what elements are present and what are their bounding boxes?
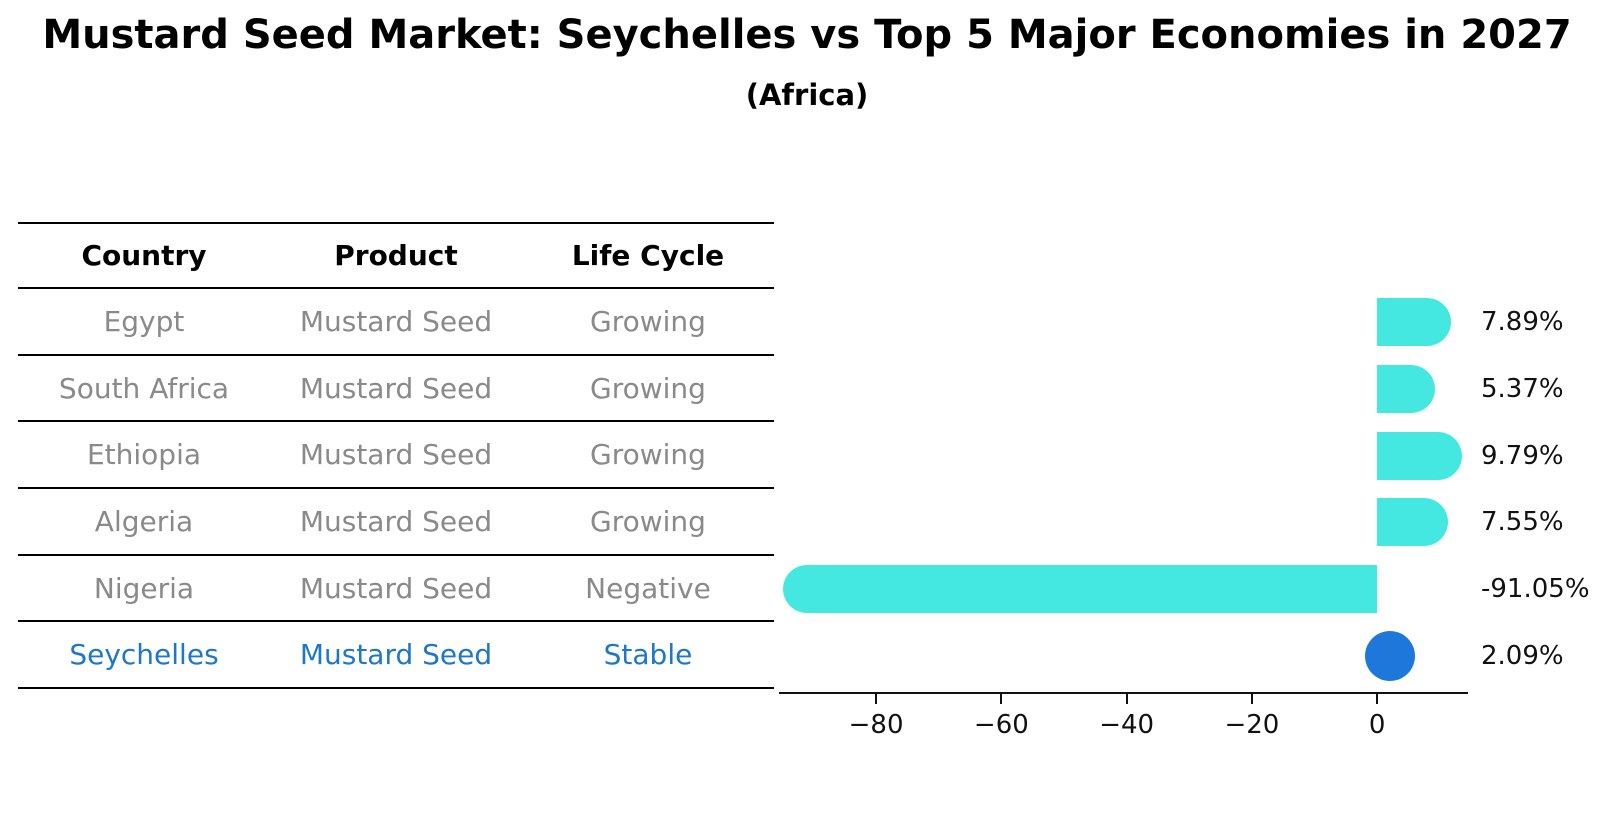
lifecycle-cell: Growing	[590, 438, 706, 472]
table-header-row: Country Product Life Cycle	[18, 222, 774, 289]
lifecycle-cell: Negative	[585, 571, 711, 605]
chart-subtitle: (Africa)	[745, 78, 869, 112]
table-row: Ethiopia Mustard Seed Growing	[18, 422, 774, 490]
x-axis-line	[779, 692, 1468, 694]
value-label: 5.37%	[1481, 374, 1564, 405]
product-column-header: Product	[334, 239, 458, 272]
product-cell: Mustard Seed	[299, 571, 493, 605]
lifecycle-cell: Growing	[590, 304, 706, 338]
lifecycle-cell: Stable	[603, 638, 693, 672]
table-row: Algeria Mustard Seed Growing	[18, 489, 774, 556]
value-label: -91.05%	[1481, 574, 1590, 605]
country-cell: South Africa	[58, 371, 230, 405]
lifecycle-cell: Growing	[590, 504, 706, 538]
x-tick	[875, 694, 878, 704]
x-tick-label: 0	[1368, 710, 1386, 740]
x-tick	[1000, 694, 1003, 704]
bar-south-africa	[1377, 365, 1435, 414]
country-column-header: Country	[81, 239, 207, 272]
x-tick-label: −60	[973, 710, 1029, 740]
table-body: Egypt Mustard Seed Growing South Africa Must…	[18, 289, 774, 690]
bar-nigeria	[782, 565, 1378, 614]
x-tick-label: −40	[1099, 710, 1155, 740]
x-tick	[1125, 694, 1128, 704]
bar-egypt	[1377, 298, 1451, 347]
country-cell: Algeria	[94, 504, 194, 538]
table-row: Egypt Mustard Seed Growing	[18, 289, 774, 356]
chart-title: Mustard Seed Market: Seychelles vs Top 5…	[42, 12, 1572, 58]
bar-algeria	[1377, 498, 1449, 547]
lifecycle-cell: Growing	[590, 371, 706, 405]
value-label: 7.55%	[1481, 507, 1564, 538]
x-tick	[1250, 694, 1253, 704]
country-cell: Ethiopia	[86, 438, 202, 472]
x-tick	[1376, 694, 1379, 704]
product-cell: Mustard Seed	[299, 304, 493, 338]
table-row: South Africa Mustard Seed Growing	[18, 356, 774, 423]
x-tick-label: −20	[1224, 710, 1280, 740]
value-label: 9.79%	[1481, 440, 1564, 471]
market-table: Country Product Life Cycle Egypt Mustard …	[18, 222, 774, 690]
country-cell: Seychelles	[69, 638, 219, 672]
country-cell: Nigeria	[93, 571, 195, 605]
table-row: Seychelles Mustard Seed Stable	[18, 622, 774, 690]
bar-ethiopia	[1377, 431, 1463, 480]
product-cell: Mustard Seed	[299, 371, 493, 405]
x-tick-label: −80	[848, 710, 904, 740]
product-cell: Mustard Seed	[299, 438, 493, 472]
product-cell: Mustard Seed	[299, 504, 493, 538]
product-cell: Mustard Seed	[299, 638, 493, 672]
country-cell: Egypt	[103, 304, 185, 338]
seychelles-dot-marker	[1365, 630, 1416, 681]
table-row: Nigeria Mustard Seed Negative	[18, 556, 774, 623]
value-label: 2.09%	[1481, 640, 1564, 671]
lifecycle-column-header: Life Cycle	[571, 239, 725, 272]
value-label: 7.89%	[1481, 307, 1564, 338]
